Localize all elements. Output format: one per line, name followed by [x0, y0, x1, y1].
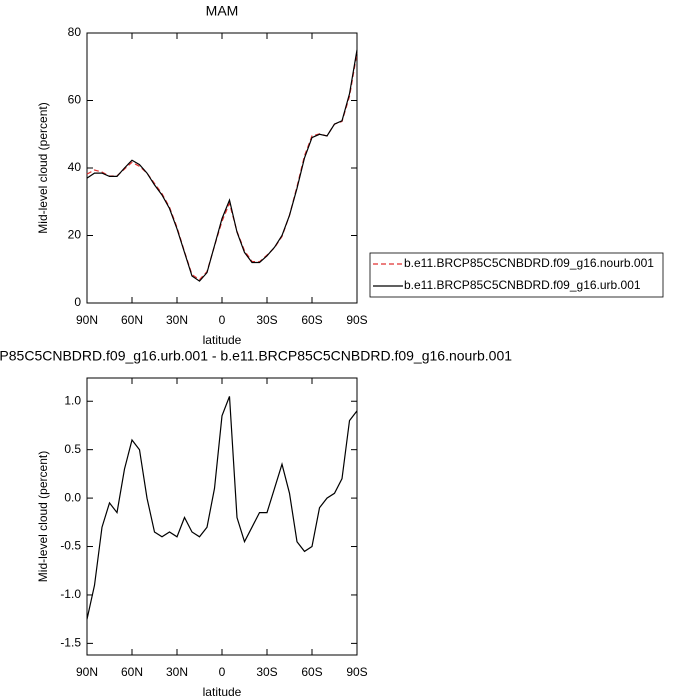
data-line — [86, 396, 358, 620]
chart-title: MAM — [206, 3, 239, 19]
x-tick-label: 90S — [346, 665, 367, 679]
x-tick-label: 60S — [301, 313, 322, 327]
x-tick-label: 0 — [219, 313, 226, 327]
x-axis-label: latitude — [203, 333, 242, 347]
legend-label: b.e11.BRCP85C5CNBDRD.f09_g16.nourb.001 — [404, 256, 654, 270]
x-tick-label: 30N — [166, 313, 188, 327]
chart-title: b.e11.BRCP85C5CNBDRD.f09_g16.urb.001 - b… — [0, 348, 512, 364]
x-tick-label: 0 — [219, 665, 226, 679]
y-tick-label: 0.0 — [64, 490, 81, 504]
y-tick-label: 60 — [68, 93, 82, 107]
legend-box — [369, 252, 664, 298]
x-tick-label: 90N — [76, 665, 98, 679]
plot-frame — [86, 32, 358, 304]
data-line — [86, 52, 358, 281]
y-tick-label: 20 — [68, 228, 82, 242]
y-axis-label: Mid-level cloud (percent) — [36, 102, 50, 233]
data-line — [86, 49, 358, 282]
y-tick-label: 80 — [68, 25, 82, 39]
y-axis-label: Mid-level cloud (percent) — [36, 451, 50, 582]
y-tick-label: -0.5 — [60, 539, 81, 553]
y-tick-label: 40 — [68, 160, 82, 174]
y-tick-label: -1.5 — [60, 636, 81, 650]
y-tick-label: 1.0 — [64, 393, 81, 407]
y-tick-label: 0 — [74, 295, 81, 309]
x-tick-label: 30S — [256, 313, 277, 327]
x-tick-label: 60N — [121, 313, 143, 327]
x-tick-label: 30S — [256, 665, 277, 679]
x-tick-label: 60N — [121, 665, 143, 679]
x-tick-label: 30N — [166, 665, 188, 679]
y-tick-label: 0.5 — [64, 442, 81, 456]
x-tick-label: 90S — [346, 313, 367, 327]
legend-label: b.e11.BRCP85C5CNBDRD.f09_g16.urb.001 — [404, 278, 641, 292]
x-tick-label: 90N — [76, 313, 98, 327]
plot-frame — [86, 377, 358, 656]
x-tick-label: 60S — [301, 665, 322, 679]
y-tick-label: -1.0 — [60, 587, 81, 601]
x-axis-label: latitude — [203, 685, 242, 699]
